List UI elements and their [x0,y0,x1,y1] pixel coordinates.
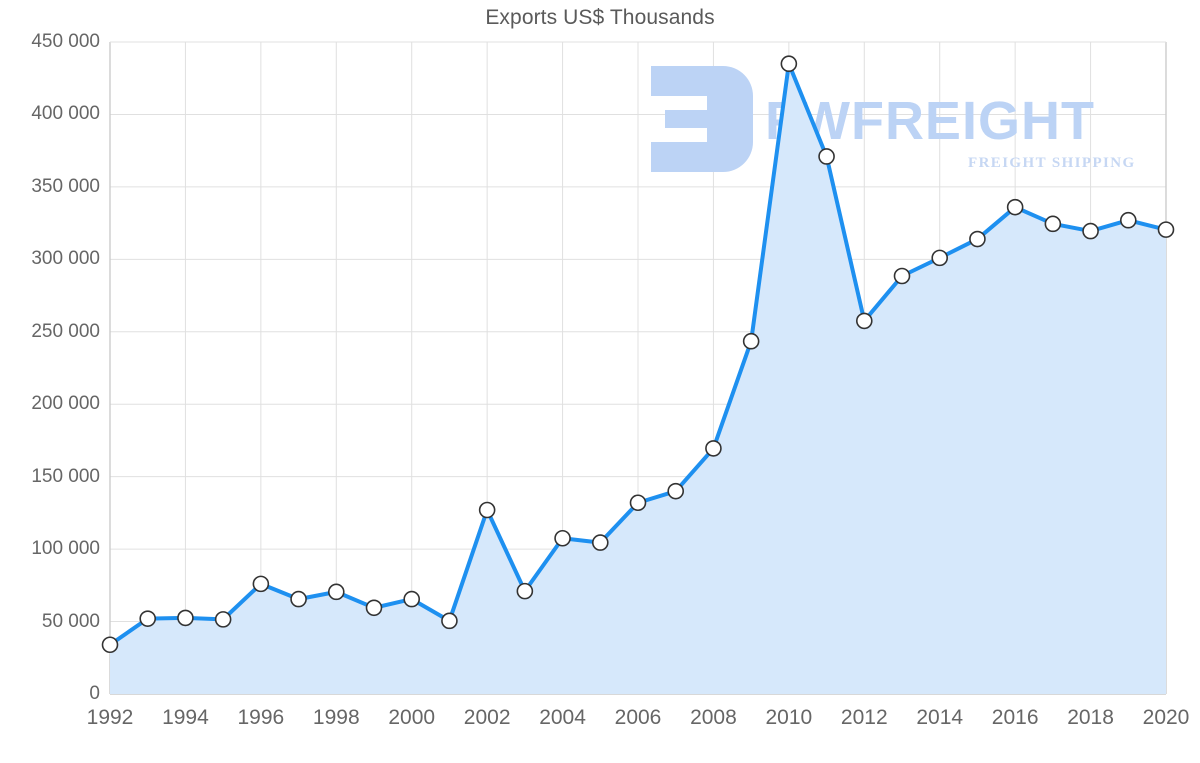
data-point-marker[interactable] [855,312,873,330]
x-tick-label: 2008 [690,706,737,729]
y-axis-tick-labels: 450 000 400 000 350 000 300 000 250 000 200 0… [0,0,100,763]
data-point-marker[interactable] [177,609,194,627]
chart-title: Exports US$ Thousands [485,6,715,29]
data-point-marker[interactable] [667,482,685,500]
y-tick-label: 0 [89,683,100,704]
x-tick-label: 2012 [840,706,888,729]
data-point-marker[interactable] [893,267,911,285]
data-point-marker[interactable] [365,599,383,617]
x-tick-label: 2002 [463,706,511,729]
x-tick-label: 2016 [991,706,1039,729]
y-tick-label: 350 000 [31,175,100,197]
x-tick-label: 1998 [312,706,360,729]
data-point-marker[interactable] [327,583,345,601]
data-point-marker[interactable] [554,529,571,547]
plot-area: FWFREIGHT FREIGHT SHIPPING [101,41,1175,695]
data-point-marker[interactable] [403,590,421,608]
data-point-marker[interactable] [931,249,949,267]
x-tick-label: 2020 [1142,706,1190,729]
y-tick-label: 200 000 [31,393,100,415]
data-point-marker[interactable] [1006,198,1024,216]
x-tick-label: 2000 [388,706,436,729]
y-tick-label: 300 000 [31,248,100,270]
y-tick-label: 250 000 [31,320,100,342]
data-point-marker[interactable] [969,230,986,248]
area-fill [110,63,1166,695]
x-tick-label: 2006 [614,706,662,729]
data-point-marker[interactable] [290,590,307,608]
data-point-marker[interactable] [1044,215,1062,233]
data-point-marker[interactable] [214,611,232,628]
data-point-marker[interactable] [139,610,157,627]
data-point-marker[interactable] [478,501,496,519]
x-tick-label: 1996 [237,706,285,729]
data-point-marker[interactable] [252,575,270,593]
data-point-marker[interactable] [742,332,760,350]
chart-series [101,55,1175,695]
x-tick-label: 2018 [1067,706,1114,729]
data-point-marker[interactable] [441,612,458,630]
data-point-marker[interactable] [516,582,534,600]
data-point-marker[interactable] [1082,222,1099,240]
x-tick-label: 2014 [916,706,964,729]
y-tick-label: 450 000 [31,31,100,52]
data-point-marker[interactable] [629,494,647,512]
x-tick-label: 2010 [765,706,813,729]
data-point-marker[interactable] [1157,221,1175,238]
x-tick-label: 1992 [86,706,134,729]
data-point-marker[interactable] [101,636,119,654]
data-point-marker[interactable] [818,148,835,165]
y-tick-label: 100 000 [31,538,100,560]
y-tick-label: 400 000 [31,103,100,125]
data-point-marker[interactable] [591,534,609,551]
data-point-marker[interactable] [1119,211,1137,229]
data-point-marker[interactable] [705,440,722,457]
data-point-marker[interactable] [780,55,798,73]
y-tick-label: 50 000 [41,610,100,632]
y-tick-label: 150 000 [31,465,100,487]
x-tick-label: 1994 [162,706,209,729]
x-tick-label: 2004 [539,706,586,729]
